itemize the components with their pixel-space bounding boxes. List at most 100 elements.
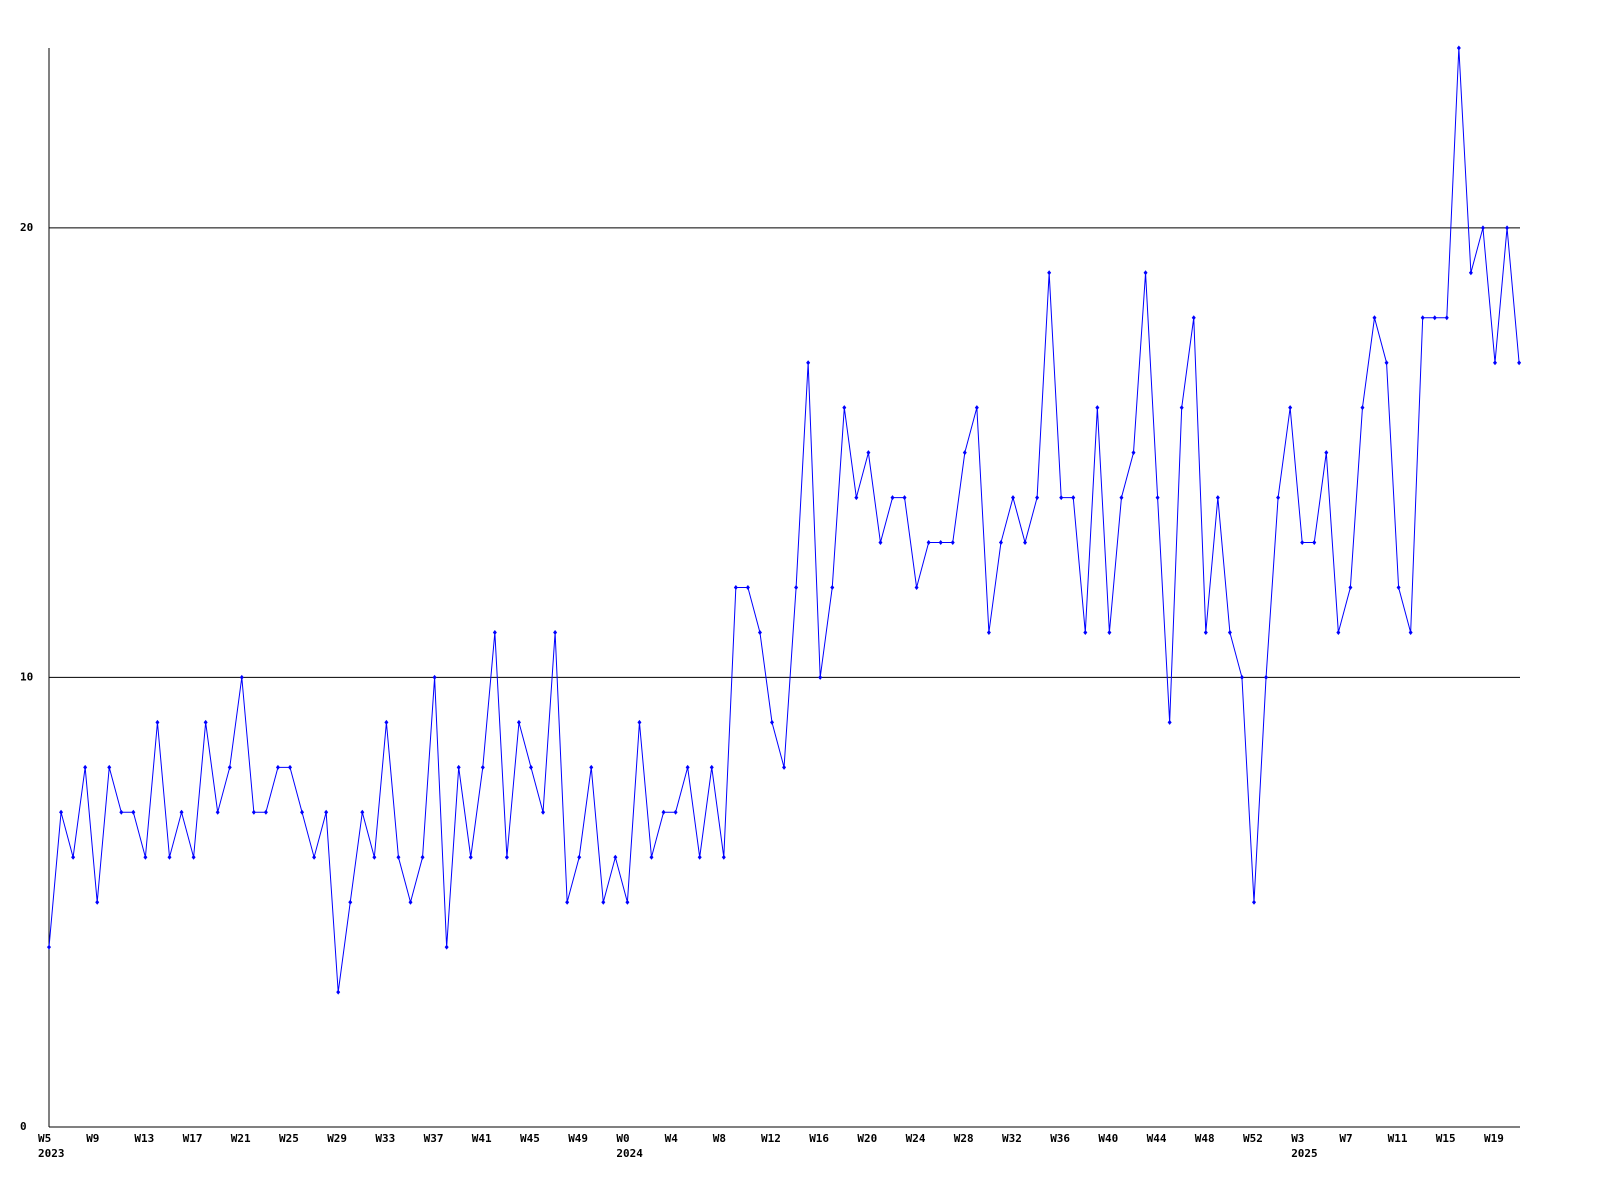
point — [167, 854, 172, 860]
point — [384, 719, 389, 725]
point — [745, 585, 750, 590]
point — [71, 854, 76, 860]
point — [938, 540, 943, 546]
point — [529, 764, 533, 770]
x-tick-label: W11 — [1388, 1132, 1408, 1145]
point — [227, 764, 232, 770]
x-tick-label: W33 — [375, 1132, 395, 1145]
point — [770, 719, 774, 725]
point — [468, 854, 473, 860]
point — [553, 629, 558, 635]
x-tick-label: W52 — [1243, 1132, 1263, 1145]
point — [1107, 629, 1112, 635]
x-tick-label: W29 — [327, 1132, 347, 1145]
point — [432, 674, 437, 680]
point — [275, 764, 280, 770]
point — [926, 540, 931, 546]
point — [1083, 629, 1088, 635]
point — [1155, 495, 1160, 501]
x-tick-label: W16 — [809, 1132, 829, 1145]
point — [878, 540, 883, 546]
x-tick-label: W41 — [472, 1132, 492, 1145]
point — [1252, 899, 1256, 905]
x-tick-label: W37 — [424, 1132, 444, 1145]
point — [1493, 360, 1497, 366]
point — [830, 585, 835, 590]
point — [890, 495, 895, 501]
x-tick-label: W12 — [761, 1132, 781, 1145]
point — [119, 809, 124, 815]
point — [673, 809, 678, 815]
point — [1059, 495, 1064, 501]
point — [577, 854, 582, 860]
point — [1517, 360, 1522, 366]
point — [107, 764, 112, 770]
point — [420, 854, 425, 860]
point — [733, 585, 738, 590]
y-tick-label: 20 — [20, 221, 33, 234]
point — [950, 540, 955, 546]
point — [541, 809, 546, 815]
y-tick-label: 10 — [20, 670, 33, 683]
x-tick-label: W0 — [616, 1132, 629, 1145]
x-tick-label: W3 — [1291, 1132, 1304, 1145]
point — [131, 809, 136, 815]
point — [649, 854, 654, 860]
point — [456, 764, 461, 770]
point — [1396, 585, 1401, 590]
point — [191, 854, 196, 860]
point — [1131, 450, 1136, 456]
point — [1312, 540, 1317, 546]
x-tick-label: W7 — [1339, 1132, 1352, 1145]
point — [1276, 495, 1281, 501]
point — [1143, 270, 1148, 276]
point — [685, 764, 690, 770]
y-tick-label: 0 — [20, 1120, 27, 1133]
point — [974, 405, 979, 411]
point — [336, 989, 341, 995]
point — [372, 854, 377, 860]
point — [1360, 405, 1365, 411]
point — [854, 495, 859, 501]
x-tick-label: W15 — [1436, 1132, 1456, 1145]
point — [1191, 315, 1196, 321]
x-tick-label: W13 — [134, 1132, 154, 1145]
x-tick-label: W5 — [38, 1132, 51, 1145]
point — [866, 450, 871, 456]
point — [179, 809, 184, 815]
point — [613, 854, 618, 860]
point — [324, 809, 329, 815]
x-tick-label: W25 — [279, 1132, 299, 1145]
point — [95, 899, 100, 905]
point — [565, 899, 570, 905]
x-tick-label: W21 — [231, 1132, 251, 1145]
point — [1468, 270, 1473, 276]
point — [637, 719, 642, 725]
point — [806, 360, 811, 366]
x-tick-label: W24 — [906, 1132, 926, 1145]
x-tick-label: W19 — [1484, 1132, 1504, 1145]
point — [480, 764, 485, 770]
point — [721, 854, 726, 860]
point — [1179, 405, 1184, 411]
point — [998, 540, 1003, 546]
point — [1480, 225, 1485, 231]
year-label: 2025 — [1291, 1147, 1318, 1160]
point — [601, 899, 606, 905]
x-tick-label: W44 — [1147, 1132, 1167, 1145]
x-tick-label: W36 — [1050, 1132, 1070, 1145]
year-label: 2023 — [38, 1147, 65, 1160]
line — [48, 47, 1520, 993]
point — [1324, 450, 1329, 456]
point — [625, 899, 630, 905]
x-tick-label: W9 — [86, 1132, 99, 1145]
point — [589, 764, 594, 770]
point — [143, 854, 148, 860]
point — [697, 854, 702, 860]
point — [203, 719, 208, 725]
x-tick-label: W28 — [954, 1132, 974, 1145]
point — [1011, 495, 1015, 501]
point — [1215, 495, 1220, 501]
point — [1035, 495, 1040, 501]
